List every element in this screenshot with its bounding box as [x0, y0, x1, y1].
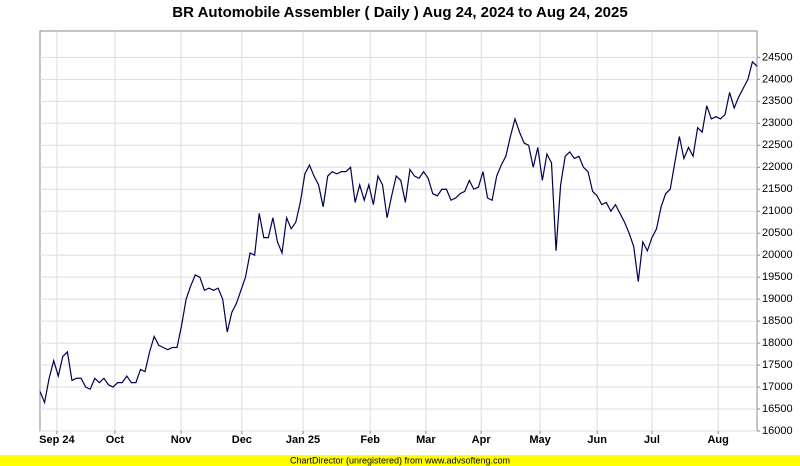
y-tick-label: 21500	[762, 183, 793, 195]
y-tick-label: 24000	[762, 73, 793, 85]
y-tick-label: 19500	[762, 271, 793, 283]
y-tick-label: 18500	[762, 315, 793, 327]
price-line	[39, 60, 758, 405]
x-tick-label: Aug	[707, 434, 728, 446]
x-tick-label: Sep 24	[39, 434, 75, 446]
x-tick-label: Mar	[416, 434, 436, 446]
y-tick-label: 17500	[762, 359, 793, 371]
x-tick-label: Jan 25	[286, 434, 320, 446]
footer: ChartDirector (unregistered) from www.ad…	[290, 455, 510, 465]
y-tick-label: 23000	[762, 117, 793, 129]
x-tick-label: Feb	[360, 434, 380, 446]
plot-area	[39, 30, 758, 432]
y-tick-label: 16500	[762, 403, 793, 415]
x-tick-label: Jun	[587, 434, 607, 446]
y-tick-label: 20500	[762, 227, 793, 239]
x-tick-label: Nov	[171, 434, 193, 446]
y-tick-label: 22000	[762, 161, 793, 173]
chart-title: BR Automobile Assembler ( Daily ) Aug 24…	[172, 4, 627, 21]
x-tick-label: Oct	[106, 434, 125, 446]
y-tick-label: 22500	[762, 139, 793, 151]
x-tick-label: Dec	[232, 434, 252, 446]
y-tick-label: 24500	[762, 51, 793, 63]
footer-bar	[0, 455, 800, 466]
y-tick-label: 17000	[762, 381, 793, 393]
y-tick-label: 20000	[762, 249, 793, 261]
x-tick-label: Jul	[644, 434, 660, 446]
x-tick-label: Apr	[472, 434, 492, 446]
y-tick-label: 21000	[762, 205, 793, 217]
x-tick-label: May	[529, 434, 551, 446]
y-tick-label: 19000	[762, 293, 793, 305]
y-tick-label: 18000	[762, 337, 793, 349]
y-tick-label: 16000	[762, 425, 793, 437]
y-tick-label: 23500	[762, 95, 793, 107]
